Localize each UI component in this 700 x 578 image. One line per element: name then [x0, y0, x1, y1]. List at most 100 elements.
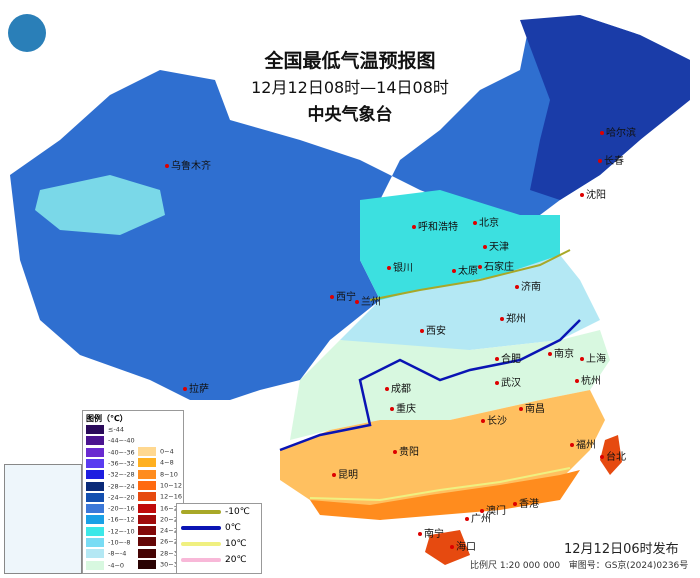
city-label: 拉萨: [183, 380, 209, 395]
legend-label: -12~-10: [108, 527, 135, 536]
city-label: 北京: [473, 214, 499, 229]
map-footer: 比例尺 1:20 000 000 审图号：GS京(2024)0236号: [470, 558, 688, 571]
city-label: 太原: [452, 262, 478, 277]
legend-label: 0~4: [160, 447, 174, 456]
legend-color: [86, 549, 104, 559]
isoline-0c: [279, 319, 581, 452]
isoline-legend-item: 10℃: [181, 539, 247, 549]
legend-color: [86, 492, 104, 502]
legend-label: 8~10: [160, 470, 178, 479]
legend-swatch: 20~24: [138, 514, 182, 524]
isoline-line: [181, 557, 221, 562]
legend-swatch: ≤-44: [86, 425, 124, 434]
legend-color: [138, 480, 156, 490]
city-label: 乌鲁木齐: [165, 157, 211, 172]
legend-color: [86, 560, 104, 570]
legend-swatch: -4~0: [86, 560, 125, 570]
city-label: 石家庄: [478, 258, 514, 273]
legend-swatch: 0~4: [138, 447, 174, 456]
legend-swatch: -8~-4: [86, 549, 127, 559]
legend-label: -40~-36: [108, 448, 135, 457]
legend-swatch: -12~-10: [86, 526, 135, 536]
legend-swatch: -24~-20: [86, 492, 135, 502]
legend-label: -8~-4: [108, 549, 127, 558]
city-label: 贵阳: [393, 443, 419, 458]
legend-swatch: -28~-24: [86, 481, 135, 491]
city-label: 西安: [420, 322, 446, 337]
legend-label: -32~-28: [108, 470, 135, 479]
isoline-label: 10℃: [225, 539, 247, 549]
region-northwest: [10, 15, 690, 400]
legend-label: -4~0: [108, 561, 125, 570]
approval-number: 审图号：GS京(2024)0236号: [568, 561, 689, 571]
legend-label: -10~-8: [108, 538, 131, 547]
legend-color: [138, 492, 156, 502]
legend-label: -24~-20: [108, 493, 135, 502]
legend-label: -20~-16: [108, 504, 135, 513]
legend-label: 24~26: [160, 526, 182, 535]
legend-label: 16~20: [160, 504, 182, 512]
legend-color: [86, 504, 104, 514]
south-china-sea-inset: [4, 464, 82, 574]
city-label: 呼和浩特: [412, 218, 458, 233]
city-label: 香港: [513, 495, 539, 510]
legend-color: [86, 447, 104, 457]
issuer: 中央气象台: [307, 105, 393, 125]
city-label: 重庆: [390, 400, 416, 415]
legend-swatch: -20~-16: [86, 504, 135, 514]
legend-label: 12~16: [160, 492, 182, 501]
city-label: 昆明: [332, 466, 358, 481]
legend-swatch: -32~-28: [86, 470, 135, 480]
legend-label: 30~32: [160, 560, 182, 569]
legend-color: [138, 548, 156, 558]
legend-color: [86, 470, 104, 480]
city-label: 南昌: [519, 400, 545, 415]
legend-color: [138, 560, 156, 569]
legend-swatch: -16~-12: [86, 515, 135, 525]
legend-color: [138, 514, 156, 524]
city-label: 哈尔滨: [600, 124, 636, 139]
region-south-mild: [290, 330, 610, 440]
legend-label: 28~30: [160, 549, 182, 558]
region-northeast: [520, 15, 690, 200]
city-label: 海口: [450, 538, 476, 553]
legend: 图例（℃） ≤-44 -44~-40 -40~-36 -36~-32 -32~-28 -2…: [82, 410, 184, 574]
city-label: 澳门: [480, 502, 506, 517]
city-label: 西宁: [330, 288, 356, 303]
legend-color: [86, 425, 104, 434]
legend-color: [86, 436, 104, 446]
legend-color: [138, 469, 156, 479]
forecast-period: 12月12日08时—14日08时: [251, 78, 449, 97]
city-label: 兰州: [355, 293, 381, 308]
region-tarim: [35, 175, 165, 235]
legend-label: -28~-24: [108, 482, 135, 490]
legend-label: 26~28: [160, 537, 182, 546]
legend-color: [86, 481, 104, 491]
city-label: 武汉: [495, 374, 521, 389]
isoline-legend-item: 20℃: [181, 555, 247, 565]
legend-color: [86, 538, 104, 547]
legend-swatch: 4~8: [138, 458, 174, 468]
legend-swatch: -36~-32: [86, 458, 135, 468]
legend-swatch: 12~16: [138, 492, 182, 502]
isoline-line: [181, 541, 221, 546]
legend-color: [138, 537, 156, 547]
legend-label: -36~-32: [108, 459, 135, 468]
legend-color: [138, 526, 156, 536]
isoline-minus10c: [369, 249, 571, 301]
region-south-warm: [280, 390, 605, 510]
cma-logo: [8, 14, 46, 52]
legend-label: 10~12: [160, 481, 182, 490]
isoline-legend-item: 0℃: [181, 523, 241, 533]
city-label: 沈阳: [580, 186, 606, 201]
legend-swatch: 30~32: [138, 560, 182, 569]
isoline-line: [181, 525, 221, 530]
isoline-legend-item: -10℃: [181, 507, 250, 517]
scale: 比例尺 1:20 000 000: [470, 561, 561, 571]
city-label: 合肥: [495, 350, 521, 365]
legend-swatch: -44~-40: [86, 436, 135, 446]
city-label: 南宁: [418, 525, 444, 540]
isoline-label: 20℃: [225, 555, 247, 565]
legend-label: ≤-44: [108, 425, 125, 434]
legend-color: [86, 515, 104, 525]
